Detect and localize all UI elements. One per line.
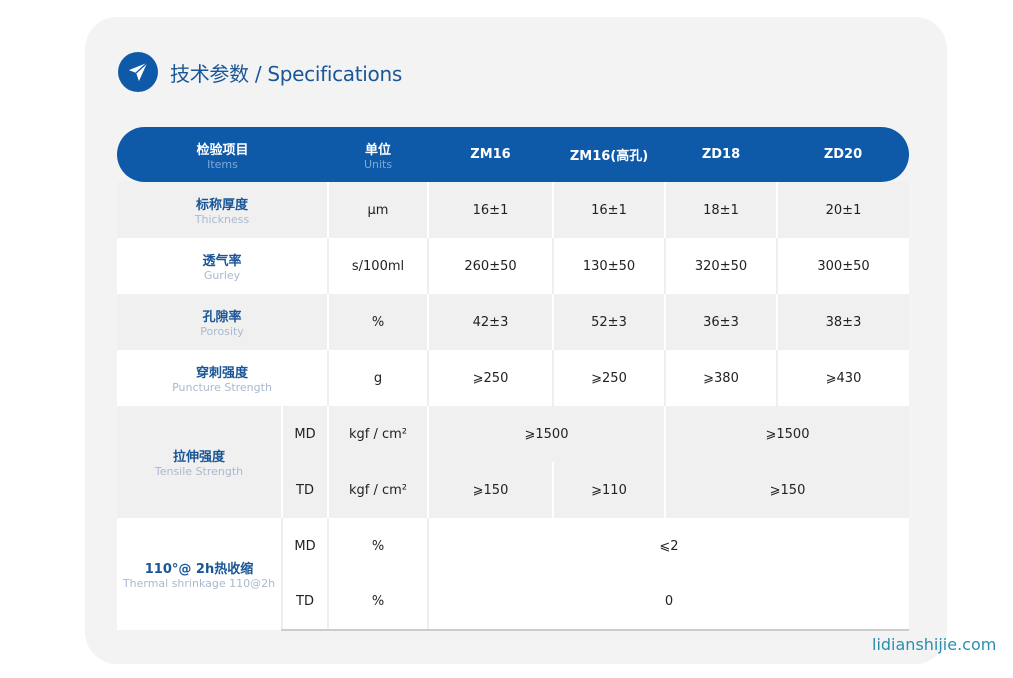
value-cell: ⩾150 bbox=[664, 462, 909, 518]
unit-cell: g bbox=[327, 350, 428, 406]
value-cell: 320±50 bbox=[664, 238, 777, 294]
table-row: TD % 0 bbox=[117, 574, 909, 631]
direction-cell: TD bbox=[281, 462, 328, 518]
value-cell: ⩾150 bbox=[427, 462, 553, 518]
value-cell: ⩾1500 bbox=[427, 406, 665, 462]
unit-cell: kgf / cm² bbox=[327, 406, 428, 462]
header-model: ZM16(高孔) bbox=[569, 149, 649, 164]
section-title: 技术参数 / Specifications bbox=[118, 52, 402, 92]
value-cell: ⩽2 bbox=[427, 518, 909, 574]
page-title: 技术参数 / Specifications bbox=[170, 61, 402, 86]
direction-cell: TD bbox=[281, 574, 328, 631]
value-cell: ⩾380 bbox=[664, 350, 777, 406]
table-row: 标称厚度 Thickness μm 16±1 16±1 18±1 20±1 bbox=[117, 182, 909, 238]
table-row: 孔隙率 Porosity % 42±3 52±3 36±3 38±3 bbox=[117, 294, 909, 350]
item-label: 孔隙率 Porosity bbox=[117, 294, 328, 350]
unit-cell: % bbox=[327, 294, 428, 350]
value-cell: ⩾1500 bbox=[664, 406, 909, 462]
unit-cell: % bbox=[327, 574, 428, 631]
value-cell: 18±1 bbox=[664, 182, 777, 238]
table-row: 透气率 Gurley s/100ml 260±50 130±50 320±50 3… bbox=[117, 238, 909, 294]
direction-cell: MD bbox=[281, 518, 328, 574]
item-label: 穿刺强度 Puncture Strength bbox=[117, 350, 328, 406]
value-cell: ⩾250 bbox=[427, 350, 553, 406]
table-row: 110°@ 2h热收缩 Thermal shrinkage 110@2h MD %… bbox=[117, 518, 909, 630]
value-cell: 42±3 bbox=[427, 294, 553, 350]
value-cell: 260±50 bbox=[427, 238, 553, 294]
spec-table: 标称厚度 Thickness μm 16±1 16±1 18±1 20±1 透气率… bbox=[117, 182, 909, 631]
value-cell: ⩾110 bbox=[552, 462, 665, 518]
table-row: 穿刺强度 Puncture Strength g ⩾250 ⩾250 ⩾380 ⩾… bbox=[117, 350, 909, 406]
item-label: 透气率 Gurley bbox=[117, 238, 328, 294]
header-model: ZD20 bbox=[823, 147, 863, 162]
item-label: 标称厚度 Thickness bbox=[117, 182, 328, 238]
value-cell: 36±3 bbox=[664, 294, 777, 350]
header-model: ZD18 bbox=[701, 147, 741, 162]
table-row: TD kgf / cm² ⩾150 ⩾110 ⩾150 bbox=[117, 462, 909, 518]
table-row: 拉伸强度 Tensile Strength MD kgf / cm² ⩾1500 … bbox=[117, 406, 909, 518]
item-label: 拉伸强度 Tensile Strength bbox=[117, 406, 282, 518]
value-cell: 16±1 bbox=[552, 182, 665, 238]
paper-plane-icon bbox=[118, 52, 158, 92]
value-cell: 300±50 bbox=[776, 238, 909, 294]
value-cell: 16±1 bbox=[427, 182, 553, 238]
unit-cell: % bbox=[327, 518, 428, 574]
table-header: 检验项目 Items 单位 Units ZM16 ZM16(高孔) ZD18 ZD2… bbox=[117, 127, 909, 182]
watermark: lidianshijie.com bbox=[872, 635, 997, 654]
header-items: 检验项目 Items bbox=[196, 142, 249, 171]
value-cell: 130±50 bbox=[552, 238, 665, 294]
value-cell: 20±1 bbox=[776, 182, 909, 238]
item-label: 110°@ 2h热收缩 Thermal shrinkage 110@2h bbox=[117, 518, 282, 630]
unit-cell: μm bbox=[327, 182, 428, 238]
value-cell: 0 bbox=[427, 574, 909, 631]
value-cell: 38±3 bbox=[776, 294, 909, 350]
value-cell: ⩾430 bbox=[776, 350, 909, 406]
value-cell: 52±3 bbox=[552, 294, 665, 350]
value-cell: ⩾250 bbox=[552, 350, 665, 406]
unit-cell: kgf / cm² bbox=[327, 462, 428, 518]
header-model: ZM16 bbox=[470, 147, 511, 162]
unit-cell: s/100ml bbox=[327, 238, 428, 294]
header-units: 单位 Units bbox=[363, 142, 393, 171]
direction-cell: MD bbox=[281, 406, 328, 462]
